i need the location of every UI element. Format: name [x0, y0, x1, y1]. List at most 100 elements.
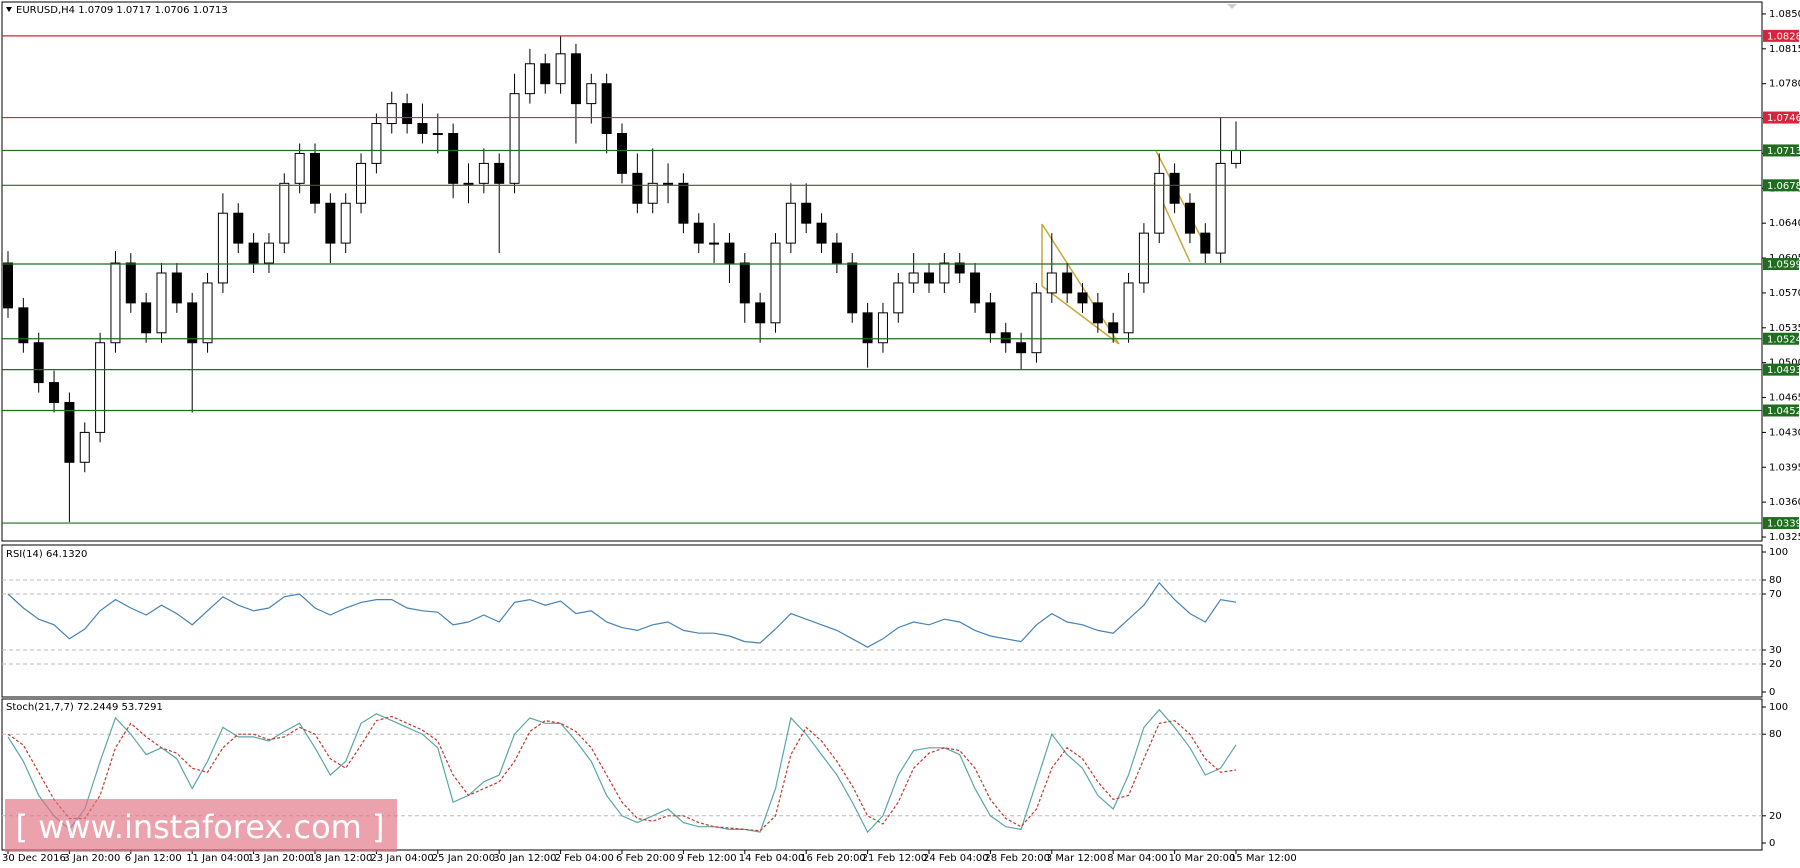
candle-body	[939, 262, 950, 284]
candle-body	[356, 162, 367, 204]
candle-body	[494, 162, 505, 184]
candle-body	[448, 133, 459, 184]
level-label: 1.0678	[1767, 181, 1800, 192]
level-label-box	[1763, 29, 1799, 42]
candle-body	[617, 133, 627, 174]
candle-body	[985, 302, 996, 334]
candle-body	[924, 272, 934, 284]
candle-body	[248, 242, 259, 264]
candle-body	[233, 212, 244, 244]
candle-body	[862, 312, 873, 344]
candle-body	[110, 262, 121, 344]
x-tick-label: 30 Dec 2016	[2, 853, 66, 864]
candle-body	[171, 272, 182, 304]
candle-body	[1046, 272, 1057, 294]
candle-body	[555, 53, 566, 85]
y-tick-label: 1.0535	[1769, 323, 1800, 334]
candle-body	[125, 262, 136, 304]
x-tick-label: 11 Jan 04:00	[186, 853, 249, 864]
candle-body	[1138, 232, 1149, 284]
level-label: 1.0746	[1767, 113, 1800, 124]
level-label: 1.0524	[1767, 334, 1800, 345]
candle-body	[79, 431, 90, 463]
candle-body	[770, 242, 781, 324]
candle-body	[18, 307, 29, 344]
candle-body	[893, 282, 904, 314]
candle-body	[95, 342, 106, 433]
level-label-box	[1763, 517, 1799, 530]
indicator-line	[7, 581, 1237, 648]
candle-body	[709, 242, 720, 245]
y-tick-label: 1.0815	[1769, 44, 1800, 55]
level-label-box	[1763, 363, 1799, 376]
x-tick-label: 14 Feb 04:00	[739, 853, 805, 864]
channel-line	[1041, 285, 1120, 345]
level-label-box	[1763, 332, 1799, 345]
candle-body	[141, 302, 152, 334]
level-label: 1.0599	[1767, 260, 1800, 271]
candle-body	[1123, 282, 1134, 334]
x-tick-label: 21 Feb 12:00	[862, 853, 928, 864]
y-tick-label: 0	[1769, 838, 1775, 849]
x-tick-label: 2 Feb 04:00	[555, 853, 614, 864]
candle-body	[417, 123, 428, 135]
level-label: 1.0339	[1767, 519, 1800, 530]
candle-body	[156, 272, 167, 334]
x-tick-label: 3 Mar 12:00	[1046, 853, 1106, 864]
stoch-panel	[1, 698, 1763, 851]
candle-body	[33, 342, 44, 384]
candle-body	[1184, 202, 1195, 234]
candle-body	[954, 262, 965, 274]
candle-body	[1108, 322, 1119, 334]
y-tick-label: 100	[1769, 547, 1788, 558]
candle-body	[647, 182, 658, 204]
candle-body	[908, 272, 919, 284]
candle-body	[1169, 172, 1180, 204]
level-label-box	[1763, 144, 1799, 157]
shift-marker	[1227, 4, 1237, 9]
x-tick-label: 28 Feb 20:00	[984, 853, 1050, 864]
candle-body	[1231, 149, 1241, 164]
x-tick-label: 18 Jan 12:00	[309, 853, 372, 864]
candle-body	[187, 302, 198, 344]
x-tick-label: 13 Jan 20:00	[248, 853, 311, 864]
candle-body	[432, 133, 443, 136]
y-tick-label: 0	[1769, 687, 1775, 698]
x-tick-label: 8 Mar 04:00	[1107, 853, 1167, 864]
candle-body	[402, 103, 413, 125]
menu-arrow[interactable]	[6, 7, 12, 12]
x-tick-label: 3 Jan 20:00	[63, 853, 120, 864]
candle-body	[755, 302, 766, 324]
y-tick-label: 1.0640	[1769, 218, 1800, 229]
x-tick-label: 10 Mar 20:00	[1169, 853, 1236, 864]
y-tick-label: 1.0430	[1769, 427, 1800, 438]
symbol-header: EURUSD,H4 1.0709 1.0717 1.0706 1.0713	[16, 5, 228, 16]
candle-body	[509, 93, 520, 184]
candle-body	[785, 202, 796, 244]
channel-line	[1041, 223, 1120, 345]
y-tick-label: 1.0570	[1769, 288, 1800, 299]
x-tick-label: 9 Feb 12:00	[677, 853, 736, 864]
candle-body	[1154, 172, 1165, 234]
rsi-panel	[1, 544, 1763, 698]
candle-body	[340, 202, 351, 244]
x-tick-label: 25 Jan 20:00	[432, 853, 495, 864]
level-label: 1.0713	[1767, 146, 1800, 157]
level-label-box	[1763, 111, 1799, 124]
candle-body	[1062, 272, 1073, 294]
y-tick-label: 100	[1769, 702, 1788, 713]
candle-body	[1092, 302, 1103, 324]
candle-body	[693, 222, 704, 244]
watermark: [ www.instaforex.com ]	[5, 799, 397, 852]
candle-body	[1000, 332, 1011, 344]
candle-body	[325, 202, 336, 244]
candle-body	[1077, 292, 1088, 304]
price-panel	[1, 1, 1763, 542]
candle-body	[831, 242, 842, 264]
candle-body	[1200, 232, 1211, 254]
candle-body	[1016, 342, 1027, 354]
y-tick-label: 1.0325	[1769, 532, 1800, 543]
candle-body	[478, 162, 489, 184]
candle-body	[279, 182, 290, 244]
y-tick-label: 1.0780	[1769, 79, 1800, 90]
